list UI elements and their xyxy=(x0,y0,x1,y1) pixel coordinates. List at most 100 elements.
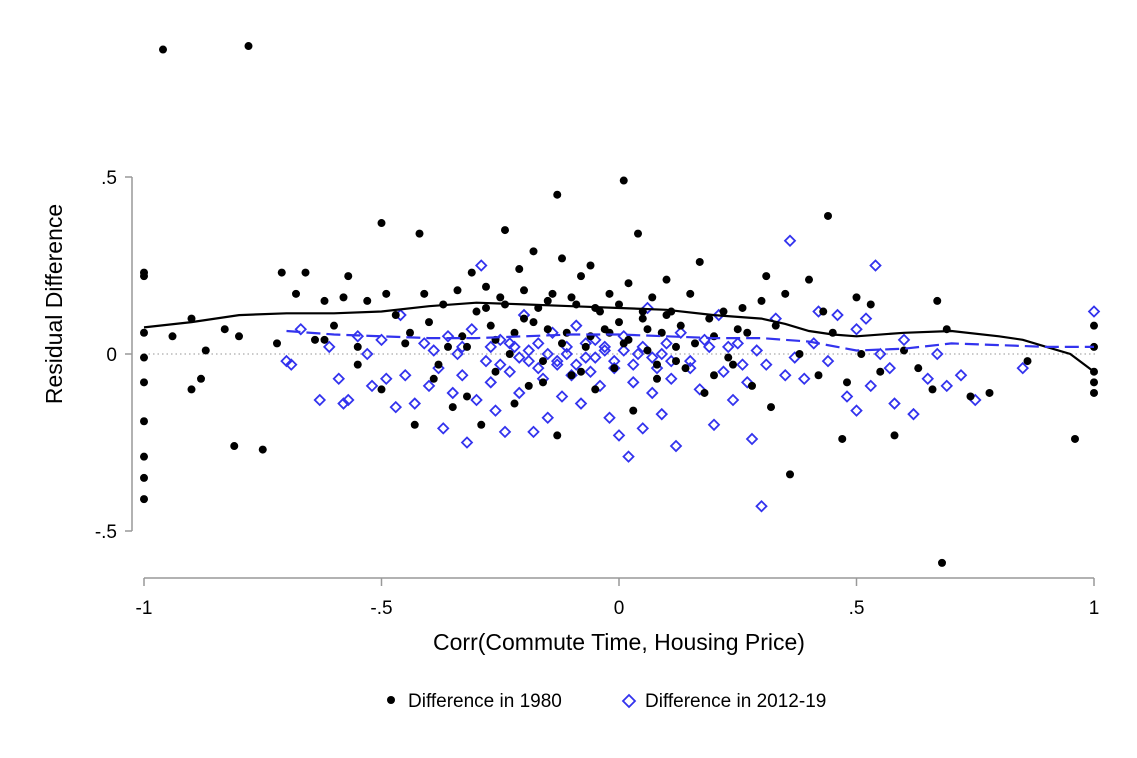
legend-label-1980: Difference in 1980 xyxy=(408,691,562,712)
data-point-2012-19 xyxy=(726,393,740,407)
data-point-1980 xyxy=(914,364,923,373)
data-point-1980 xyxy=(320,335,329,344)
data-point-2012-19 xyxy=(550,358,564,371)
y-tick-label: -.5 xyxy=(95,522,117,543)
data-point-2012-19 xyxy=(655,407,669,421)
data-point-1980 xyxy=(1090,378,1098,387)
x-tick-label: 0 xyxy=(614,598,625,619)
data-point-1980 xyxy=(434,360,443,369)
data-point-1980 xyxy=(510,399,519,408)
data-point-2012-19 xyxy=(622,450,635,463)
data-point-1980 xyxy=(586,261,595,270)
data-point-2012-19 xyxy=(455,368,469,382)
data-point-1980 xyxy=(615,300,623,309)
data-point-1980 xyxy=(140,328,148,337)
data-point-2012-19 xyxy=(436,422,450,435)
data-point-2012-19 xyxy=(508,340,521,354)
data-point-2012-19 xyxy=(740,376,754,389)
data-point-1980 xyxy=(966,392,975,401)
data-point-1980 xyxy=(140,452,148,461)
data-point-1980 xyxy=(140,268,148,277)
data-point-1980 xyxy=(529,318,538,327)
data-point-1980 xyxy=(515,265,524,274)
data-point-1980 xyxy=(700,388,709,397)
data-point-2012-19 xyxy=(541,411,555,424)
data-point-2012-19 xyxy=(907,407,920,421)
data-point-1980 xyxy=(330,321,338,330)
data-point-2012-19 xyxy=(636,422,650,435)
data-point-1980 xyxy=(472,307,481,316)
data-point-2012-19 xyxy=(332,372,346,386)
data-point-1980 xyxy=(496,293,505,302)
data-point-2012-19 xyxy=(897,333,911,347)
y-tick-label: 0 xyxy=(106,345,117,366)
data-point-1980 xyxy=(933,296,942,305)
data-point-2012-19 xyxy=(569,319,583,332)
data-point-1980 xyxy=(638,314,647,323)
data-point-2012-19 xyxy=(645,386,659,400)
data-point-1980 xyxy=(686,289,695,298)
data-point-1980 xyxy=(539,378,547,387)
data-point-1980 xyxy=(705,314,714,323)
x-tick-label: .5 xyxy=(849,598,865,619)
data-point-1980 xyxy=(363,296,372,305)
fit-line-1980 xyxy=(143,301,1095,373)
data-point-2012-19 xyxy=(598,340,612,354)
data-point-2012-19 xyxy=(479,354,493,368)
data-point-2012-19 xyxy=(888,397,901,410)
data-point-2012-19 xyxy=(451,347,464,361)
data-point-1980 xyxy=(695,257,704,266)
data-point-2012-19 xyxy=(555,390,569,403)
data-point-2012-19 xyxy=(731,337,745,350)
data-point-1980 xyxy=(520,314,528,323)
data-point-1980 xyxy=(140,417,148,426)
data-point-1980 xyxy=(482,282,490,291)
data-point-1980 xyxy=(548,289,557,298)
data-point-1980 xyxy=(230,442,239,451)
data-point-1980 xyxy=(482,303,490,312)
data-point-1980 xyxy=(558,339,566,348)
data-point-2012-19 xyxy=(702,340,716,354)
data-point-1980 xyxy=(505,350,514,358)
data-point-1980 xyxy=(463,342,471,351)
data-point-2012-19 xyxy=(441,330,455,343)
data-point-1980 xyxy=(629,406,638,415)
data-point-1980 xyxy=(643,346,652,355)
data-point-2012-19 xyxy=(645,351,659,364)
data-point-1980 xyxy=(648,293,657,302)
data-point-2012-19 xyxy=(797,372,811,386)
data-point-2012-19 xyxy=(489,404,502,417)
data-point-2012-19 xyxy=(522,344,536,357)
data-point-1980 xyxy=(558,254,566,263)
data-point-1980 xyxy=(771,321,780,330)
data-point-1980 xyxy=(187,314,196,323)
data-point-2012-19 xyxy=(484,376,498,389)
data-point-1980 xyxy=(353,342,362,351)
data-point-1980 xyxy=(453,286,462,295)
data-point-2012-19 xyxy=(840,390,854,403)
data-point-2012-19 xyxy=(954,368,968,382)
data-point-1980 xyxy=(619,176,628,185)
data-point-1980 xyxy=(890,431,899,440)
data-point-2012-19 xyxy=(721,340,735,354)
data-point-1980 xyxy=(938,558,946,567)
legend-marker-1980 xyxy=(387,696,395,704)
data-point-2012-19 xyxy=(707,418,721,432)
data-point-2012-19 xyxy=(541,347,555,361)
y-tick-label: .5 xyxy=(101,168,117,189)
data-point-2012-19 xyxy=(612,429,626,442)
data-point-1980 xyxy=(235,332,243,341)
data-point-1980 xyxy=(748,381,756,390)
data-point-1980 xyxy=(273,339,281,348)
data-point-1980 xyxy=(220,325,229,334)
data-point-1980 xyxy=(486,321,495,330)
data-point-2012-19 xyxy=(660,337,673,350)
data-point-2012-19 xyxy=(778,368,792,382)
data-point-1980 xyxy=(140,353,148,362)
data-point-1980 xyxy=(320,296,329,305)
data-point-1980 xyxy=(140,378,148,387)
data-point-1980 xyxy=(1090,321,1098,330)
data-point-1980 xyxy=(501,226,509,235)
data-point-1980 xyxy=(197,374,205,383)
data-point-1980 xyxy=(301,268,310,277)
